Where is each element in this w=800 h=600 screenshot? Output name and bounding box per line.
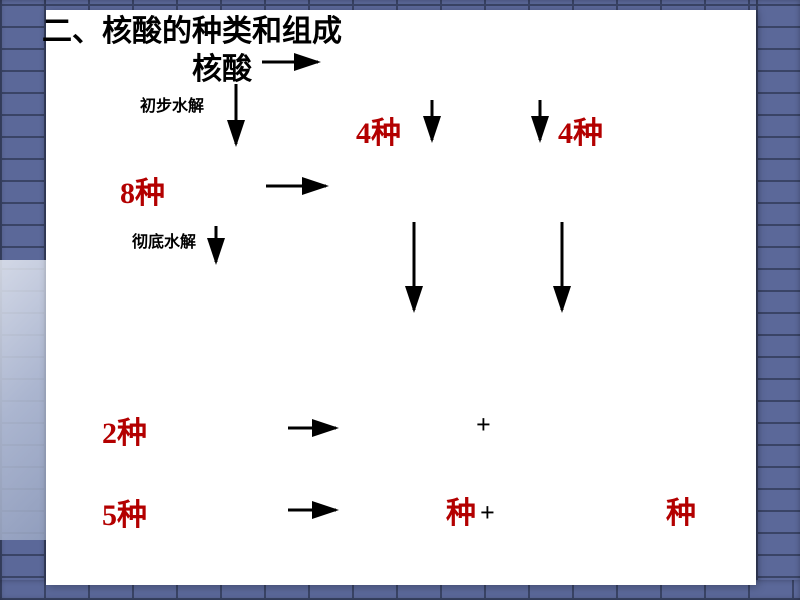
inner-canvas [110, 38, 710, 583]
count-rna-nucleotides: 4种 [558, 108, 603, 152]
plus-icon: + [480, 498, 495, 528]
count-zhong-mid: 种 [446, 488, 476, 532]
count-bases: 5种 [102, 490, 147, 534]
plus-icon: + [476, 410, 491, 440]
border-brick-right [756, 0, 800, 600]
count-zhong-right: 种 [666, 488, 696, 532]
page-background: 二、核酸的种类和组成 核酸 初步水解 4种 4种 8种 彻底水解 2种 5种 种… [0, 0, 800, 600]
count-dna-nucleotides: 4种 [356, 108, 401, 152]
label-full-hydrolysis: 彻底水解 [132, 228, 196, 252]
root-node: 核酸 [192, 44, 252, 88]
label-partial-hydrolysis: 初步水解 [140, 92, 204, 116]
count-nucleotides-total: 8种 [120, 168, 165, 212]
count-pentose: 2种 [102, 408, 147, 452]
